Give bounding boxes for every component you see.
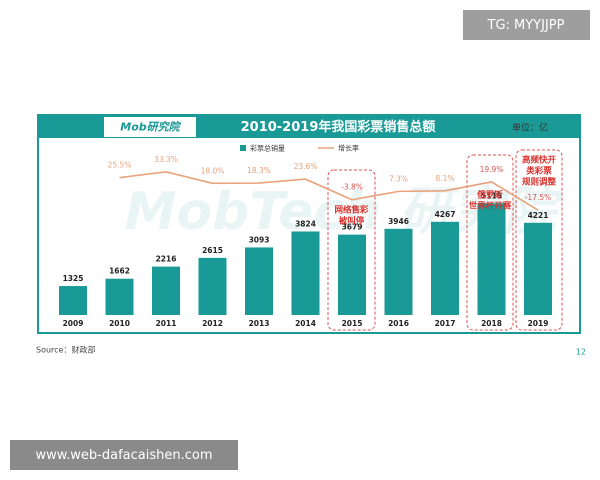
bar-label: 3946 bbox=[388, 217, 409, 226]
bar-label: 2216 bbox=[156, 255, 177, 264]
bar-label: 3093 bbox=[249, 235, 270, 244]
x-tick-label: 2016 bbox=[388, 319, 409, 328]
source: Source：财政部 bbox=[36, 345, 95, 355]
growth-label: 25.5% bbox=[108, 161, 132, 170]
annotation: 被叫停 bbox=[339, 216, 365, 227]
growth-line bbox=[119, 171, 539, 211]
bar-label: 3679 bbox=[342, 223, 363, 232]
x-tick-label: 2017 bbox=[435, 319, 456, 328]
bar bbox=[338, 234, 366, 315]
bar bbox=[291, 231, 320, 315]
x-tick-label: 2011 bbox=[156, 319, 177, 328]
bar-label: 1662 bbox=[109, 267, 130, 276]
x-tick-label: 2010 bbox=[109, 319, 130, 328]
bar bbox=[198, 257, 227, 315]
watermark-box bbox=[463, 10, 590, 40]
bar bbox=[59, 286, 87, 315]
annotation: 类彩票 bbox=[526, 166, 552, 177]
annotation: 网络售彩 bbox=[334, 205, 369, 216]
page-number: 12 bbox=[576, 348, 586, 357]
watermark-box bbox=[10, 440, 238, 470]
bar-label: 1325 bbox=[63, 274, 84, 283]
annotation: 高频快开 bbox=[522, 155, 557, 166]
logo: Mob研究院 bbox=[120, 121, 181, 134]
growth-label: 23.6% bbox=[294, 162, 318, 171]
annotation: 俄罗斯 bbox=[476, 190, 503, 201]
annotation: 世界杯开赛 bbox=[469, 201, 512, 212]
x-tick-label: 2018 bbox=[481, 319, 502, 328]
legend-label: 彩票总销量 bbox=[250, 144, 285, 153]
bar bbox=[524, 222, 552, 315]
x-tick-label: 2013 bbox=[249, 319, 270, 328]
x-tick-label: 2012 bbox=[202, 319, 223, 328]
highlight-box bbox=[515, 149, 563, 331]
watermark-bottom: www.web-dafacaishen.com bbox=[35, 448, 212, 463]
bar-label: 2615 bbox=[202, 246, 223, 255]
highlight-box bbox=[466, 154, 514, 331]
watermark-top: TG: MYYJJPP bbox=[487, 18, 565, 33]
bar bbox=[384, 228, 413, 315]
logo-box bbox=[104, 117, 196, 137]
x-tick-label: 2009 bbox=[63, 319, 84, 328]
growth-label: 19.9% bbox=[480, 165, 504, 174]
bar-label: 5115 bbox=[481, 191, 502, 200]
bar bbox=[152, 266, 180, 315]
chart-title: 2010-2019年我国彩票销售总额 bbox=[241, 119, 436, 135]
growth-label: -17.5% bbox=[525, 193, 552, 202]
x-tick-label: 2015 bbox=[342, 319, 363, 328]
unit-label: 单位：亿 bbox=[512, 122, 548, 134]
bar bbox=[105, 278, 134, 315]
growth-label: 8.1% bbox=[435, 174, 454, 183]
growth-label: 33.3% bbox=[154, 155, 178, 164]
x-tick-label: 2014 bbox=[295, 319, 316, 328]
x-tick-label: 2019 bbox=[528, 319, 549, 328]
highlight-box bbox=[327, 169, 376, 331]
bar-label: 4221 bbox=[528, 211, 549, 220]
growth-label: 18.3% bbox=[247, 166, 271, 175]
growth-label: 7.3% bbox=[389, 174, 408, 183]
bar bbox=[477, 203, 506, 315]
bar bbox=[245, 247, 273, 315]
bar bbox=[431, 221, 459, 315]
growth-label: 18.0% bbox=[201, 166, 225, 175]
growth-label: -3.8% bbox=[341, 183, 363, 192]
annotation: 规则调整 bbox=[522, 177, 557, 188]
bar-label: 3824 bbox=[295, 219, 316, 228]
legend-swatch bbox=[240, 145, 246, 151]
bar-label: 4267 bbox=[435, 210, 456, 219]
legend-label: 增长率 bbox=[338, 144, 359, 153]
